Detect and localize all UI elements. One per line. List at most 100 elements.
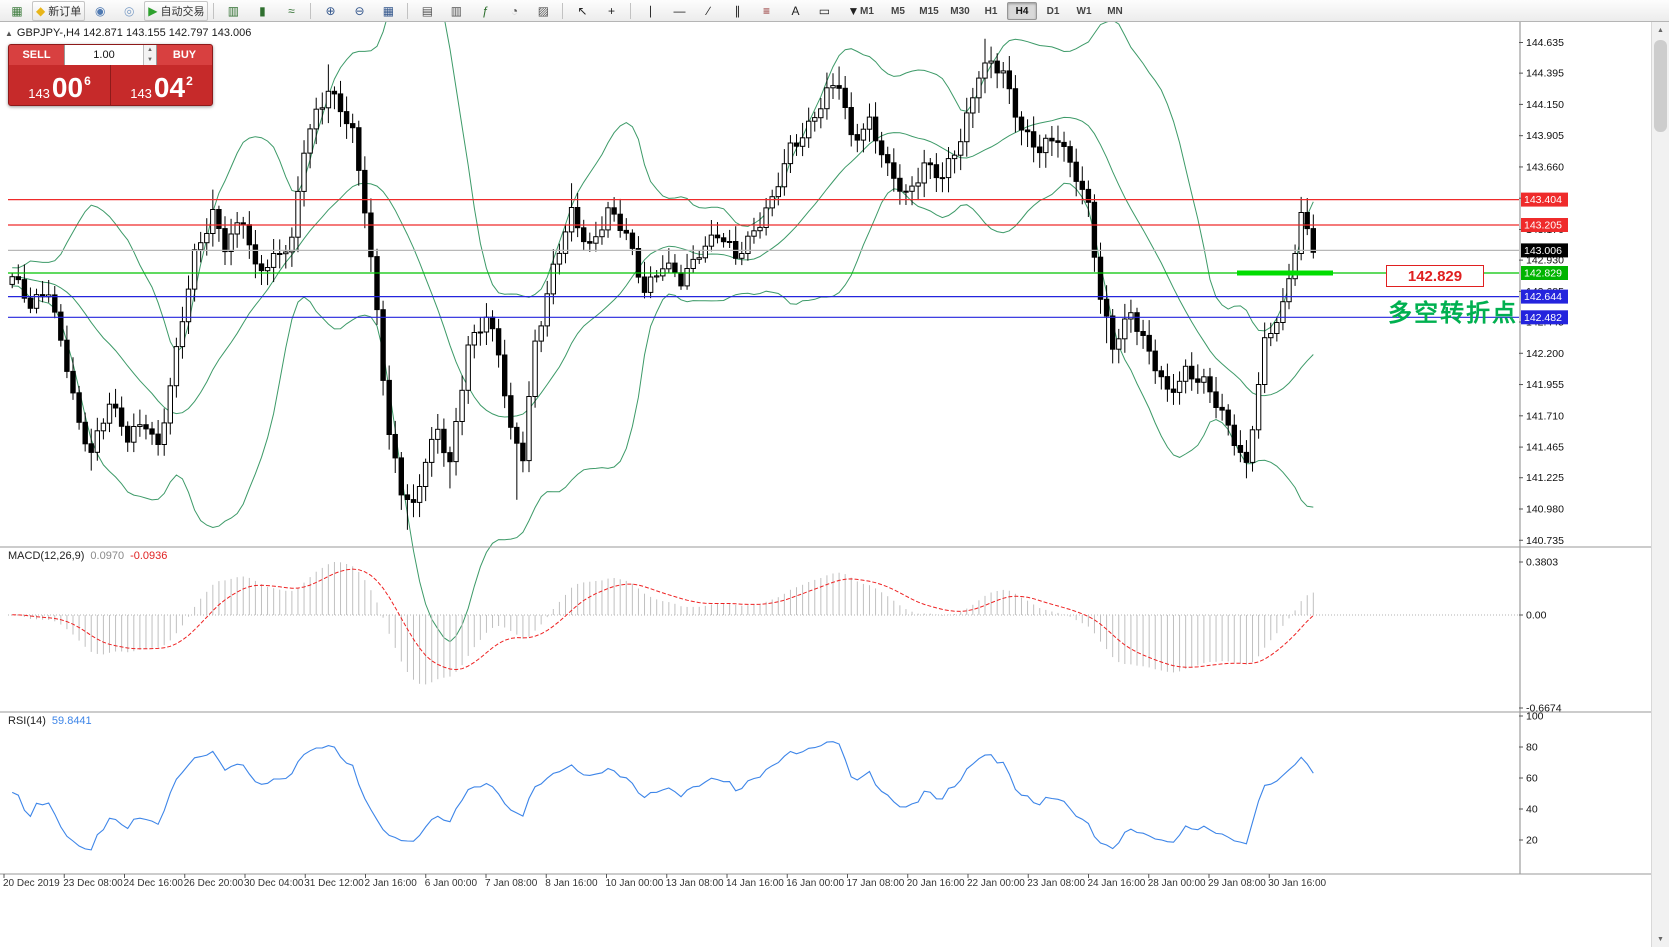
svg-text:143.905: 143.905: [1526, 130, 1564, 142]
collapse-panel-icon[interactable]: ▲: [5, 28, 13, 38]
svg-text:141.225: 141.225: [1526, 472, 1564, 484]
vertical-line-icon: ∣: [647, 3, 654, 18]
fibonacci-button[interactable]: ≡: [752, 1, 780, 21]
svg-text:142.200: 142.200: [1526, 348, 1564, 360]
svg-text:20: 20: [1526, 835, 1538, 847]
svg-text:143.006: 143.006: [1524, 245, 1562, 257]
macd-name: MACD(12,26,9): [8, 550, 85, 562]
timeframe-m15-button[interactable]: M15: [919, 5, 939, 17]
timeframe-w1-button[interactable]: W1: [1076, 5, 1092, 17]
svg-text:142.930: 142.930: [1526, 255, 1564, 267]
candlestick-chart-icon: ▮: [259, 3, 266, 18]
timeframe-m1-button[interactable]: M1: [860, 5, 874, 17]
svg-text:10 Jan 00:00: 10 Jan 00:00: [606, 878, 664, 889]
arrange-windows-button[interactable]: ▥: [442, 1, 470, 21]
candlestick-chart-button[interactable]: ▮: [248, 1, 276, 21]
svg-text:141.710: 141.710: [1526, 410, 1564, 422]
navigator-icon: ◎: [123, 3, 135, 18]
svg-text:142.644: 142.644: [1524, 291, 1562, 303]
volume-spinner[interactable]: ▲ ▼: [143, 45, 156, 65]
scroll-up-icon[interactable]: ▲: [1652, 22, 1669, 38]
text-icon: A: [791, 3, 800, 18]
svg-text:8 Jan 16:00: 8 Jan 16:00: [545, 878, 598, 889]
horizontal-line-button[interactable]: —: [665, 1, 693, 21]
channel-icon: ∥: [734, 3, 741, 18]
periods-button[interactable]: ◔: [500, 1, 528, 21]
text-button[interactable]: A: [781, 1, 809, 21]
spinner-down-icon[interactable]: ▼: [144, 55, 156, 65]
timeframe-d1-button[interactable]: D1: [1046, 5, 1060, 17]
buy-price-sup: 2: [186, 74, 193, 88]
cursor-button[interactable]: ↖: [568, 1, 596, 21]
svg-text:29 Jan 08:00: 29 Jan 08:00: [1208, 878, 1266, 889]
svg-text:40: 40: [1526, 804, 1538, 816]
volume-value: 1.00: [93, 49, 115, 61]
label-button[interactable]: ▭: [810, 1, 838, 21]
line-chart-icon: ≈: [288, 3, 295, 18]
indicators-button[interactable]: ƒ: [471, 1, 499, 21]
svg-text:141.465: 141.465: [1526, 442, 1564, 454]
autotrading-button[interactable]: ▶ 自动交易: [144, 0, 209, 21]
buy-button[interactable]: BUY: [157, 45, 212, 65]
toolbar-separator: [562, 2, 564, 19]
main-toolbar: ▦ ◆ 新订单 ◉ ◎ ▶ 自动交易 ▥ ▮ ≈ ⊕ ⊖ ▦ ▤ ▥ ƒ ◔ ▨ ↖ + ∣ — ∕ ∥ ≡ A ▭ ▼ M1 M5 M15…: [0, 0, 1669, 22]
scrollbar-thumb[interactable]: [1654, 40, 1667, 132]
new-chart-button[interactable]: ▦: [3, 1, 31, 21]
line-chart-button[interactable]: ≈: [277, 1, 305, 21]
svg-text:23 Jan 08:00: 23 Jan 08:00: [1027, 878, 1085, 889]
rsi-value: 59.8441: [51, 715, 92, 727]
zoom-out-button[interactable]: ⊖: [345, 1, 373, 21]
zoom-out-icon: ⊖: [354, 3, 365, 18]
timeframe-h4-button[interactable]: H4: [1007, 2, 1037, 20]
indicators-icon: ƒ: [482, 3, 489, 18]
cascade-windows-button[interactable]: ▤: [413, 1, 441, 21]
svg-text:-0.6674: -0.6674: [1526, 703, 1562, 715]
new-order-button[interactable]: ◆ 新订单: [32, 0, 86, 21]
crosshair-button[interactable]: +: [597, 1, 625, 21]
macd-value-signal: -0.0936: [130, 550, 168, 562]
svg-text:20 Jan 16:00: 20 Jan 16:00: [907, 878, 965, 889]
sell-button[interactable]: SELL: [9, 45, 64, 65]
tile-windows-button[interactable]: ▦: [374, 1, 402, 21]
shapes-button[interactable]: ▼: [839, 1, 867, 21]
vertical-line-button[interactable]: ∣: [636, 1, 664, 21]
channel-button[interactable]: ∥: [723, 1, 751, 21]
new-chart-icon: ▦: [11, 3, 23, 18]
new-order-button-label: 新订单: [48, 5, 82, 18]
rsi-name: RSI(14): [8, 715, 46, 727]
tile-windows-icon: ▦: [382, 3, 395, 18]
timeframe-mn-button[interactable]: MN: [1107, 5, 1123, 17]
svg-text:13 Jan 08:00: 13 Jan 08:00: [666, 878, 724, 889]
svg-text:24 Jan 16:00: 24 Jan 16:00: [1088, 878, 1146, 889]
timeframe-m5-button[interactable]: M5: [891, 5, 905, 17]
buy-price-button[interactable]: 143 04 2: [111, 65, 212, 105]
timeframe-m30-button[interactable]: M30: [950, 5, 970, 17]
sell-price-button[interactable]: 143 00 6: [9, 65, 110, 105]
toolbar-separator: [310, 2, 312, 19]
crosshair-icon: +: [607, 3, 615, 18]
turning-point-annotation[interactable]: 多空转折点: [1388, 300, 1518, 327]
autotrading-button-label: 自动交易: [160, 5, 205, 18]
price-annotation-label[interactable]: 142.829: [1386, 265, 1484, 287]
periods-icon: ◔: [510, 3, 519, 18]
scroll-down-icon[interactable]: ▼: [1652, 931, 1669, 947]
svg-text:23 Dec 08:00: 23 Dec 08:00: [63, 878, 123, 889]
svg-text:144.150: 144.150: [1526, 99, 1564, 111]
timeframe-toolbar: M1 M5 M15 M30 H1 H4 D1 W1 MN: [852, 2, 1130, 20]
svg-text:142.829: 142.829: [1524, 268, 1562, 280]
bar-chart-button[interactable]: ▥: [219, 1, 247, 21]
timeframe-h1-button[interactable]: H1: [984, 5, 998, 17]
navigator-button[interactable]: ◎: [115, 1, 143, 21]
market-watch-button[interactable]: ◉: [86, 1, 114, 21]
svg-text:140.980: 140.980: [1526, 503, 1564, 515]
templates-button[interactable]: ▨: [529, 1, 557, 21]
trendline-button[interactable]: ∕: [694, 1, 722, 21]
macd-value-main: 0.0970: [90, 550, 125, 562]
spinner-up-icon[interactable]: ▲: [144, 45, 156, 55]
fibonacci-icon: ≡: [762, 3, 770, 18]
zoom-in-button[interactable]: ⊕: [316, 1, 344, 21]
volume-field[interactable]: 1.00 ▲ ▼: [64, 45, 157, 65]
vertical-scrollbar[interactable]: ▲ ▼: [1651, 22, 1669, 947]
